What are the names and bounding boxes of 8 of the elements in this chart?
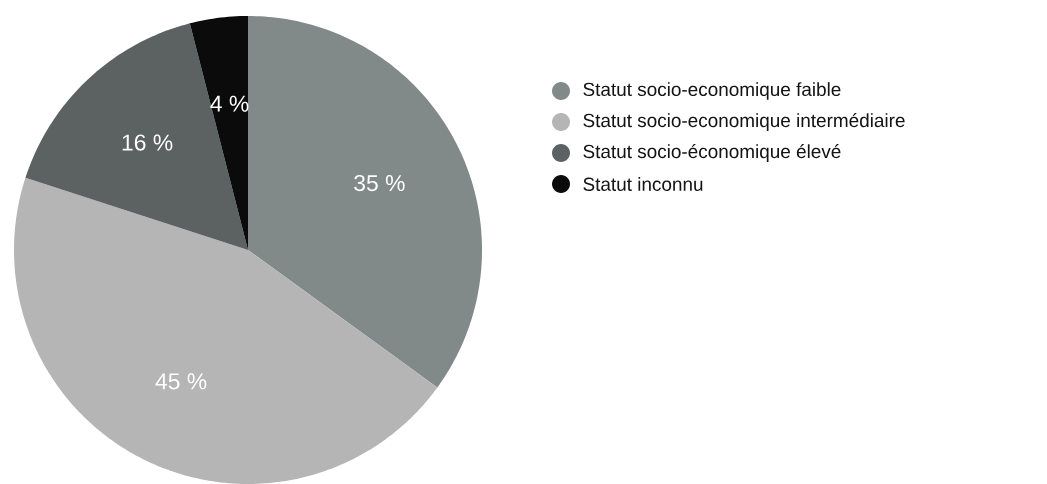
- legend-label: Statut socio-économique élevé: [583, 144, 841, 162]
- legend-label: Statut socio-economique faible: [583, 82, 841, 100]
- data-label: 4 %: [210, 95, 249, 112]
- legend-label: Statut socio-economique intermédiaire: [583, 113, 905, 131]
- data-label: 45 %: [155, 373, 207, 390]
- legend-label: Statut inconnu: [583, 177, 703, 191]
- data-label: 35 %: [354, 174, 405, 192]
- data-label: 16 %: [122, 134, 173, 151]
